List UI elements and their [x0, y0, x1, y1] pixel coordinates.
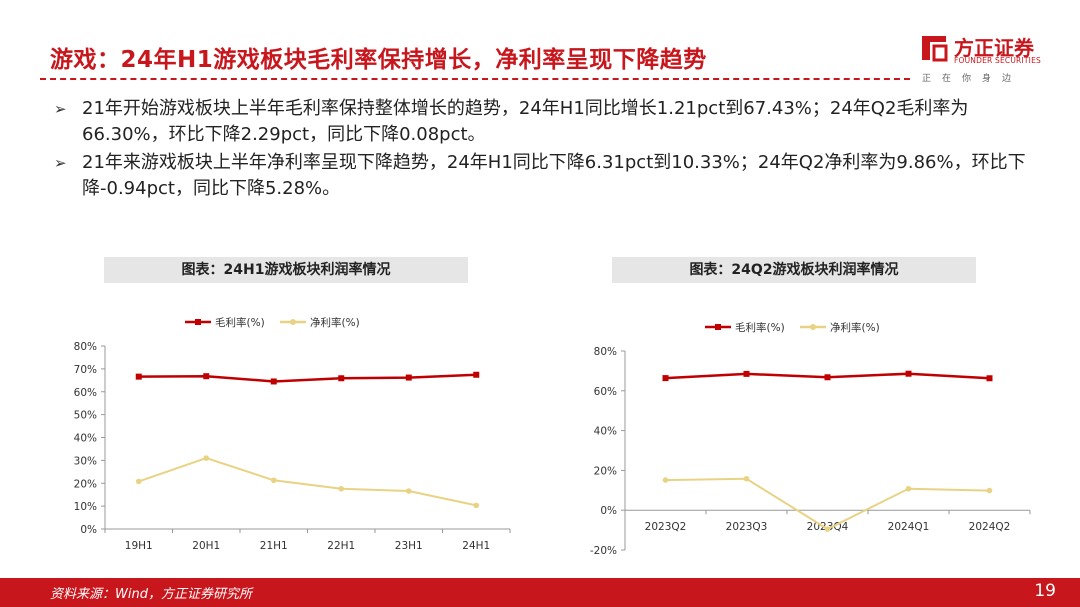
y-tick-label: 40% — [594, 426, 617, 438]
x-tick-label: 2023Q2 — [645, 521, 687, 533]
y-tick-label: 40% — [74, 433, 97, 445]
y-tick-label: 80% — [594, 346, 617, 358]
data-point — [986, 487, 993, 494]
data-point — [905, 485, 912, 492]
page-number: 19 — [1034, 581, 1056, 601]
legend-marker — [195, 319, 201, 325]
y-tick-label: -20% — [590, 545, 617, 557]
data-point — [203, 373, 210, 380]
x-tick-label: 23H1 — [395, 540, 423, 552]
legend-marker — [810, 324, 816, 330]
data-point — [405, 374, 412, 381]
data-point — [905, 370, 912, 377]
data-point — [270, 378, 277, 385]
footer-source: 资料来源：Wind，方正证券研究所 — [50, 587, 252, 602]
data-point — [135, 478, 142, 485]
data-point — [824, 374, 831, 381]
chart-2-title: 图表：24Q2游戏板块利润率情况 — [612, 257, 976, 283]
bullet-item: ➢ 21年开始游戏板块上半年毛利率保持整体增长的趋势，24年H1同比增长1.21… — [50, 96, 1040, 148]
bullet-arrow-icon: ➢ — [54, 100, 67, 118]
y-tick-label: 70% — [74, 364, 97, 376]
y-tick-label: 20% — [594, 465, 617, 477]
bullet-list: ➢ 21年开始游戏板块上半年毛利率保持整体增长的趋势，24年H1同比增长1.21… — [50, 96, 1040, 204]
chart-q2-margins: -20%0%20%40%60%80%2023Q22023Q32023Q42024… — [590, 321, 1031, 557]
data-point — [743, 370, 750, 377]
x-tick-label: 2024Q2 — [969, 521, 1011, 533]
data-point — [405, 488, 412, 494]
bullet-text: 21年开始游戏板块上半年毛利率保持整体增长的趋势，24年H1同比增长1.21pc… — [82, 98, 969, 145]
legend-label: 毛利率(%) — [735, 321, 785, 334]
logo-slogan: 正在你身边 — [922, 74, 1023, 84]
data-point — [743, 475, 750, 482]
y-tick-label: 60% — [594, 386, 617, 398]
x-tick-label: 24H1 — [462, 540, 490, 552]
y-tick-label: 50% — [74, 410, 97, 422]
x-tick-label: 19H1 — [125, 540, 153, 552]
chart-1-title: 图表：24H1游戏板块利润率情况 — [104, 257, 468, 283]
title-divider — [40, 78, 910, 80]
logo-name: 方正证券 — [954, 36, 1034, 60]
data-point — [662, 477, 669, 483]
x-tick-label: 2023Q3 — [726, 521, 768, 533]
x-tick-label: 2024Q1 — [888, 521, 930, 533]
data-point — [338, 485, 345, 492]
data-point — [473, 502, 480, 509]
x-tick-label: 21H1 — [260, 540, 288, 552]
legend-marker — [715, 324, 721, 330]
series-line — [138, 457, 477, 507]
legend-label: 净利率(%) — [310, 316, 360, 329]
page-title: 游戏：24年H1游戏板块毛利率保持增长，净利率呈现下降趋势 — [50, 47, 707, 73]
data-point — [270, 477, 277, 484]
legend-marker — [290, 319, 296, 325]
founder-securities-logo: 方正证券 FOUNDER SECURITIES 正在你身边 — [918, 30, 1058, 86]
y-tick-label: 0% — [600, 505, 617, 517]
data-point — [473, 371, 480, 378]
chart-h1-margins: 0% 10% 20% 30% 40% 50% 60% 70% 80% 19H1 20H1 21H1 22… — [74, 316, 511, 552]
x-tick-label: 20H1 — [192, 540, 220, 552]
footer-bar — [0, 578, 1080, 607]
y-tick-label: 0% — [80, 524, 97, 536]
bullet-text: 21年来游戏板块上半年净利率呈现下降趋势，24年H1同比下降6.31pct到10… — [82, 152, 1026, 199]
y-tick-label: 10% — [74, 501, 97, 513]
y-tick-label: 20% — [74, 478, 97, 490]
legend-label: 净利率(%) — [830, 321, 880, 334]
data-point — [986, 375, 993, 382]
data-point — [135, 373, 142, 380]
data-point — [662, 375, 669, 382]
data-point — [338, 375, 345, 382]
data-point — [203, 455, 210, 461]
bullet-arrow-icon: ➢ — [54, 154, 67, 172]
series-line — [138, 373, 477, 383]
data-point — [824, 526, 831, 532]
founder-logo-icon — [922, 36, 948, 62]
legend-label: 毛利率(%) — [215, 316, 265, 329]
bullet-item: ➢ 21年来游戏板块上半年净利率呈现下降趋势，24年H1同比下降6.31pct到… — [50, 150, 1040, 202]
y-tick-label: 80% — [74, 341, 97, 353]
x-tick-label: 22H1 — [327, 540, 355, 552]
y-tick-label: 30% — [74, 455, 97, 467]
logo-english-name: FOUNDER SECURITIES — [954, 56, 1041, 65]
y-tick-label: 60% — [74, 387, 97, 399]
